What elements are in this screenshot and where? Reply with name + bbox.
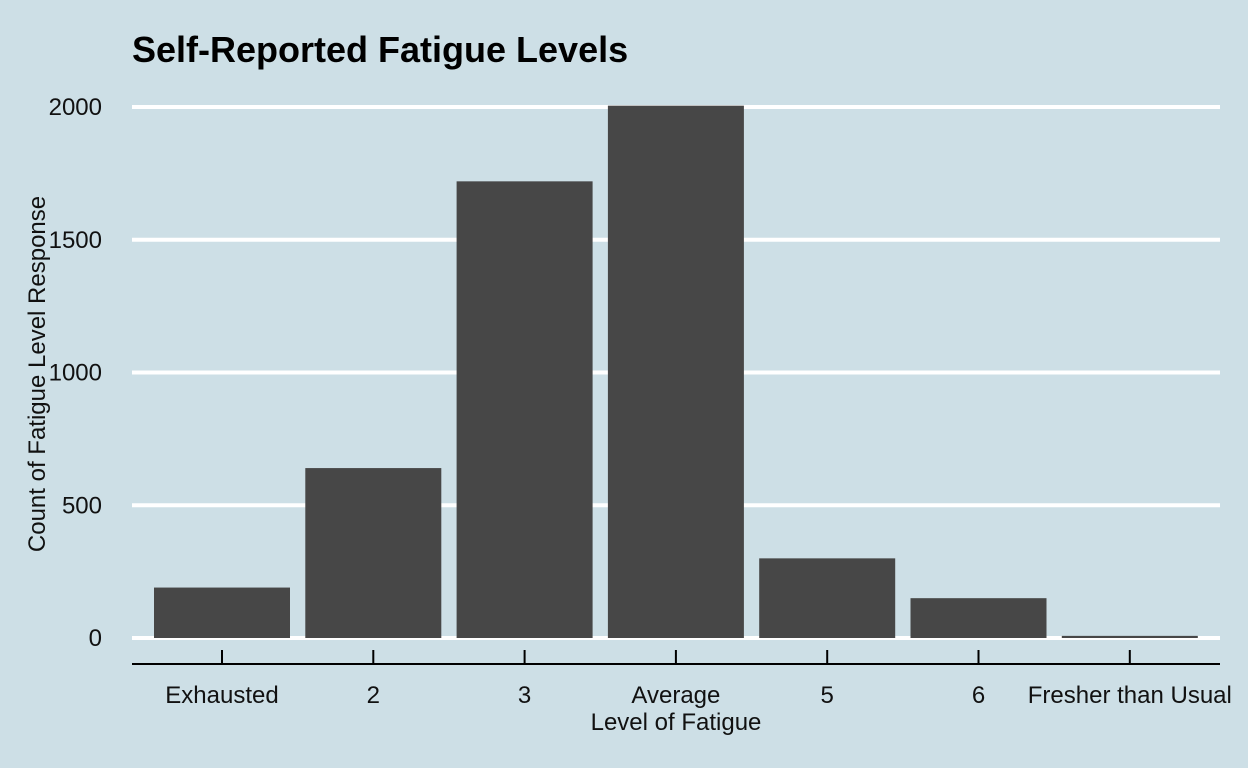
bar-average (607, 105, 744, 639)
y-axis-ticks: 0 500 1000 1500 2000 (49, 94, 102, 652)
bars (154, 105, 1198, 639)
y-tick-label: 1000 (49, 360, 102, 387)
y-tick-label: 500 (62, 492, 102, 519)
bar-exhausted (154, 587, 290, 638)
x-tick-label: 5 (821, 682, 834, 709)
bar-fresher-than-usual (1061, 635, 1198, 638)
x-axis-ticks: Exhausted 2 3 Average 5 6 Fresher than Usual (165, 650, 1232, 709)
bar-3 (456, 181, 593, 638)
y-axis-title: Count of Fatigue Level Response (24, 196, 51, 552)
y-tick-label: 0 (89, 625, 102, 652)
x-tick-label: 2 (367, 682, 380, 709)
bar-6 (910, 598, 1047, 638)
y-tick-label: 2000 (49, 94, 102, 121)
y-tick-label: 1500 (49, 227, 102, 254)
x-tick-label: 6 (972, 682, 985, 709)
bar-5 (759, 558, 896, 638)
x-tick-label: Fresher than Usual (1028, 682, 1232, 709)
x-tick-label: 3 (518, 682, 531, 709)
chart-title: Self-Reported Fatigue Levels (132, 29, 628, 70)
x-tick-label: Exhausted (165, 682, 278, 709)
x-tick-label: Average (631, 682, 720, 709)
x-axis-title: Level of Fatigue (591, 709, 762, 736)
bar-2 (305, 468, 442, 638)
